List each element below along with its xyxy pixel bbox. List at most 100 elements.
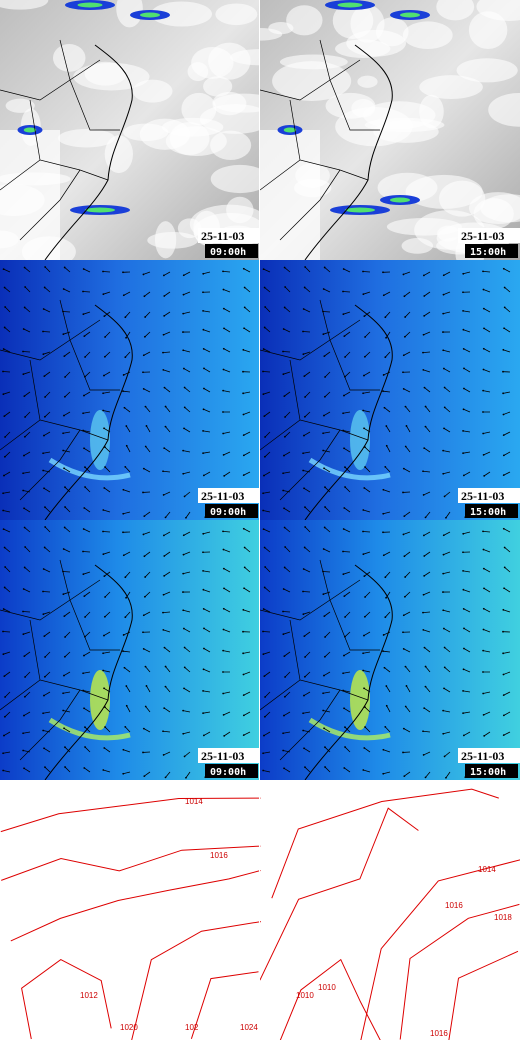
wind-arrow [503,411,511,415]
arrow-head [423,295,426,297]
wind-arrow [263,268,271,273]
arrow-head [43,286,46,289]
arrow-head [223,327,225,330]
arrow-head [263,546,266,549]
wind-arrow [302,331,311,333]
arrow-head [125,425,128,427]
front [308,457,391,481]
arrow-head [462,607,465,610]
wind-arrow [183,531,191,536]
wind-arrow [203,570,211,573]
arrow-head [124,725,127,728]
arrow-head [403,555,406,558]
wind-arrow [82,291,91,293]
wind-arrow [343,268,351,273]
wind-arrow [322,311,331,313]
wind-arrow [483,390,491,393]
arrow-head [402,727,405,730]
arrow-head [63,467,65,470]
wind-arrow [323,710,331,713]
arrow-head [103,315,106,318]
wind-arrow [443,271,451,276]
wind-arrow [243,691,251,696]
wind-arrow [343,571,351,575]
wind-arrow [104,747,111,753]
arrow-head [82,550,84,553]
arrow-head [42,330,44,333]
wind-arrow [504,567,511,573]
wind-arrow [165,426,171,433]
cloud [104,135,133,174]
wind-arrow [223,471,231,477]
wind-arrow [424,647,431,653]
arrow-head [3,474,5,477]
wind-arrow [424,291,431,297]
arrow-head [2,268,5,271]
arrow-head [162,368,165,371]
wind-arrow [403,388,411,393]
wind-arrow [323,727,331,733]
arrow-head [482,453,485,456]
arrow-head [142,727,145,730]
arrow-head [503,306,506,309]
wind-arrow [223,308,231,313]
arrow-head [404,595,406,598]
wind-arrow [463,531,471,535]
isobar [271,788,499,899]
arrow-head [462,532,465,535]
wind-arrow [83,651,91,656]
time-box [465,764,518,778]
wind-arrow [443,571,451,575]
arrow-head [502,474,505,477]
wind-arrow [386,445,391,453]
wind-arrow [44,411,51,418]
wind-arrow [443,531,451,536]
wind-arrow [303,730,311,733]
wind-arrow [304,651,311,658]
isobar-label: 1014 [478,865,496,874]
wind-arrow [383,489,391,493]
arrow-head [83,707,85,710]
arrow-head [182,472,185,475]
cloud [332,2,374,39]
arrow-head [183,755,186,758]
wind-arrow [124,466,131,473]
wind-arrow [263,348,271,353]
arrow-head [22,472,25,475]
wind-arrow [264,711,271,718]
wind-arrow [422,730,431,733]
arrow-head [385,704,388,707]
arrow-head [443,646,446,649]
isobar [259,807,419,981]
wind-arrow [244,287,251,293]
wind-arrow [503,391,511,394]
cloud [286,5,323,36]
arrow-head [343,767,346,769]
cloud [473,198,514,230]
wind-arrow [482,530,491,533]
wind-arrow [463,348,471,353]
wind-arrow [163,571,171,577]
arrow-head [502,413,505,416]
wind-arrow [463,711,471,714]
time-label: 09:00h [210,507,246,518]
wind-arrow [343,671,351,674]
arrow-head [242,434,245,437]
wind-arrow [284,567,291,573]
wind-arrow [284,267,291,273]
arrow-head [84,466,86,469]
arrow-head [502,630,504,633]
wind-arrow [282,611,291,613]
isobar [279,958,381,1040]
wind-arrow [363,291,371,295]
arrow-head [344,746,346,748]
wind-arrow [364,591,371,598]
arrow-head [284,546,287,548]
cloud [210,164,260,194]
wind-arrow [103,291,111,295]
date-label: 25-11-03 [201,749,244,763]
arrow-head [42,590,44,593]
arrow-head [264,715,266,718]
arrow-head [42,729,45,732]
arrow-head [503,286,506,289]
